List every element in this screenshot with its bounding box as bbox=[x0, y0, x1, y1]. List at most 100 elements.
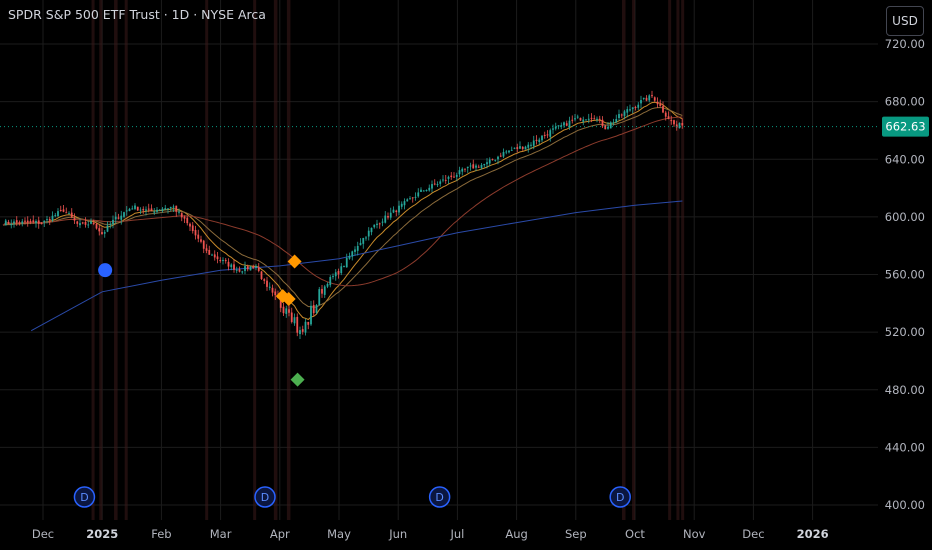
candle[interactable] bbox=[15, 220, 18, 223]
candle[interactable] bbox=[541, 135, 543, 141]
candle[interactable] bbox=[675, 124, 678, 128]
candle[interactable] bbox=[211, 254, 213, 256]
candle[interactable] bbox=[246, 266, 249, 270]
candle[interactable] bbox=[4, 220, 7, 226]
candle[interactable] bbox=[354, 249, 356, 252]
candle[interactable] bbox=[321, 288, 323, 294]
candle[interactable] bbox=[447, 176, 450, 179]
candle[interactable] bbox=[532, 140, 535, 146]
candle[interactable] bbox=[109, 224, 112, 226]
candle[interactable] bbox=[92, 222, 95, 225]
signal-marker-diamond[interactable] bbox=[281, 291, 296, 306]
candle[interactable] bbox=[315, 304, 318, 313]
candle[interactable] bbox=[356, 245, 359, 251]
candle[interactable] bbox=[216, 256, 219, 260]
candle[interactable] bbox=[519, 146, 521, 149]
candle[interactable] bbox=[161, 208, 164, 211]
candle[interactable] bbox=[664, 112, 667, 117]
candle[interactable] bbox=[486, 162, 488, 165]
candle[interactable] bbox=[428, 187, 431, 191]
candle[interactable] bbox=[453, 176, 455, 178]
candle[interactable] bbox=[233, 264, 235, 270]
candle[interactable] bbox=[32, 220, 35, 222]
candle[interactable] bbox=[57, 211, 59, 217]
candle[interactable] bbox=[631, 107, 634, 109]
candle[interactable] bbox=[35, 221, 37, 224]
candle[interactable] bbox=[546, 134, 549, 136]
candle[interactable] bbox=[312, 305, 315, 314]
candle[interactable] bbox=[585, 119, 587, 121]
candle[interactable] bbox=[10, 224, 13, 226]
candle[interactable] bbox=[576, 116, 579, 118]
candle[interactable] bbox=[508, 150, 510, 153]
candle[interactable] bbox=[114, 216, 117, 220]
candle[interactable] bbox=[263, 279, 266, 281]
candle[interactable] bbox=[274, 291, 277, 296]
candle[interactable] bbox=[68, 213, 70, 215]
candle[interactable] bbox=[648, 95, 651, 101]
candle[interactable] bbox=[235, 269, 238, 271]
candle[interactable] bbox=[552, 128, 554, 130]
candle[interactable] bbox=[629, 109, 631, 111]
candle[interactable] bbox=[612, 122, 615, 124]
candle[interactable] bbox=[194, 229, 197, 236]
candle[interactable] bbox=[136, 206, 139, 211]
candle[interactable] bbox=[359, 242, 362, 246]
candle[interactable] bbox=[521, 146, 524, 149]
candle[interactable] bbox=[667, 116, 670, 120]
candle[interactable] bbox=[414, 196, 417, 198]
candle[interactable] bbox=[117, 217, 120, 219]
candle[interactable] bbox=[565, 123, 568, 126]
candle[interactable] bbox=[169, 206, 172, 208]
candle[interactable] bbox=[524, 146, 527, 150]
candle[interactable] bbox=[24, 220, 26, 222]
candle[interactable] bbox=[238, 269, 241, 272]
candle[interactable] bbox=[260, 271, 263, 280]
candle[interactable] bbox=[439, 181, 442, 184]
dividend-badge[interactable]: D bbox=[254, 486, 276, 508]
candle[interactable] bbox=[120, 215, 123, 220]
candle[interactable] bbox=[285, 308, 288, 314]
candle[interactable] bbox=[618, 114, 620, 119]
candle[interactable] bbox=[268, 286, 271, 288]
candle[interactable] bbox=[367, 230, 370, 237]
candle[interactable] bbox=[568, 120, 571, 128]
candle[interactable] bbox=[464, 168, 466, 170]
candle[interactable] bbox=[607, 126, 609, 129]
signal-marker-diamond[interactable] bbox=[287, 254, 302, 269]
candle[interactable] bbox=[249, 266, 252, 271]
candle[interactable] bbox=[450, 175, 453, 178]
candle[interactable] bbox=[587, 118, 590, 120]
candle[interactable] bbox=[158, 209, 161, 211]
candle[interactable] bbox=[642, 97, 645, 99]
candle[interactable] bbox=[389, 212, 392, 218]
candle[interactable] bbox=[147, 208, 150, 210]
candle[interactable] bbox=[59, 209, 62, 211]
candle[interactable] bbox=[266, 280, 268, 287]
candle[interactable] bbox=[21, 221, 24, 224]
candle[interactable] bbox=[483, 163, 486, 166]
dividend-badge[interactable]: D bbox=[609, 486, 631, 508]
candle[interactable] bbox=[200, 239, 202, 242]
candle[interactable] bbox=[202, 240, 205, 249]
candle[interactable] bbox=[376, 223, 378, 226]
candle[interactable] bbox=[79, 223, 81, 226]
candle[interactable] bbox=[499, 155, 502, 157]
candle[interactable] bbox=[351, 251, 354, 257]
candle[interactable] bbox=[651, 95, 653, 97]
candle[interactable] bbox=[197, 234, 200, 239]
candle[interactable] bbox=[213, 254, 216, 258]
candle[interactable] bbox=[65, 212, 68, 214]
candle[interactable] bbox=[46, 219, 48, 221]
candle[interactable] bbox=[205, 248, 208, 251]
candle[interactable] bbox=[178, 211, 180, 213]
candle[interactable] bbox=[230, 264, 233, 268]
candle[interactable] bbox=[458, 170, 461, 175]
candle[interactable] bbox=[37, 220, 40, 224]
candle[interactable] bbox=[337, 270, 340, 275]
candle[interactable] bbox=[392, 209, 395, 213]
candle[interactable] bbox=[112, 219, 114, 225]
candle[interactable] bbox=[345, 257, 348, 268]
candle[interactable] bbox=[98, 228, 101, 232]
candle[interactable] bbox=[310, 305, 312, 325]
